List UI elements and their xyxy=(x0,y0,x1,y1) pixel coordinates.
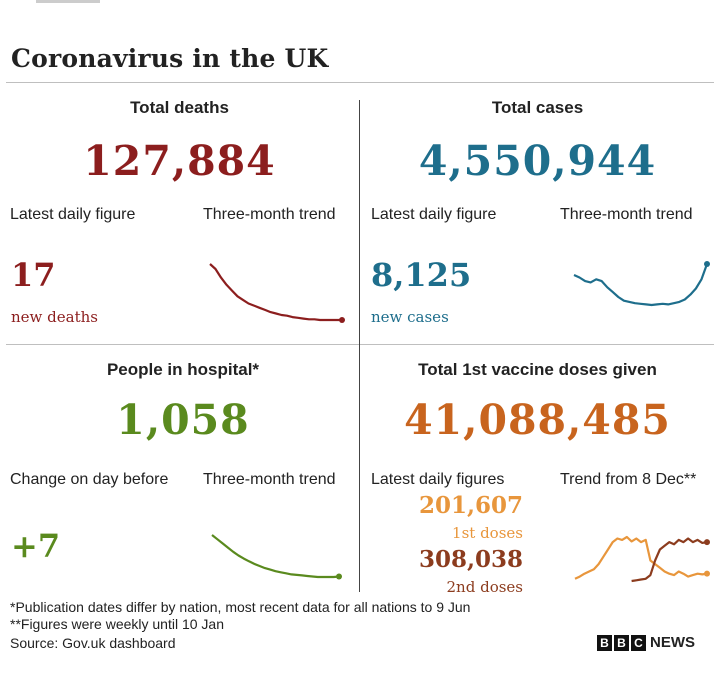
hospital-trend-line xyxy=(211,534,340,579)
deaths-total: 127,884 xyxy=(83,137,276,185)
row-divider xyxy=(6,344,714,345)
cases-trend-chart xyxy=(573,261,710,307)
hospital-trend-chart xyxy=(211,534,342,580)
hospital-change-value: +7 xyxy=(11,527,61,565)
vaccine-trend-chart xyxy=(574,535,710,583)
bbc-news-logo: B B C NEWS xyxy=(597,634,695,652)
vaccine-second-caption: 2nd doses xyxy=(446,578,523,596)
vaccine-right-label: Trend from 8 Dec** xyxy=(560,471,697,488)
deaths-trend-chart xyxy=(209,263,345,323)
vaccine-left-label: Latest daily figures xyxy=(371,471,505,488)
page-title: Coronavirus in the UK xyxy=(11,44,329,73)
vaccine-trend-line xyxy=(574,535,708,580)
top-accent-bar xyxy=(36,0,100,3)
bbc-logo-letter: B xyxy=(614,635,629,651)
hospital-trend-end-dot xyxy=(336,573,342,580)
cases-daily-caption: new cases xyxy=(371,308,449,326)
deaths-trend-end-dot xyxy=(339,317,345,323)
cases-left-label: Latest daily figure xyxy=(371,206,497,223)
vaccine-second-value: 308,038 xyxy=(418,546,523,573)
cases-daily-value: 8,125 xyxy=(371,256,472,294)
column-divider xyxy=(359,100,360,592)
cases-trend-end-dot xyxy=(704,261,710,267)
source-note: Source: Gov.uk dashboard xyxy=(10,635,176,651)
bbc-logo-letter: B xyxy=(597,635,612,651)
deaths-right-label: Three-month trend xyxy=(203,206,336,223)
vaccine-panel-title: Total 1st vaccine doses given xyxy=(418,360,657,379)
vaccine-trend-line-1 xyxy=(631,537,708,583)
cases-trend-line xyxy=(573,263,709,307)
hospital-right-label: Three-month trend xyxy=(203,471,336,488)
bbc-logo-news: NEWS xyxy=(650,634,695,651)
deaths-panel-title: Total deaths xyxy=(130,98,229,117)
cases-panel-title: Total cases xyxy=(491,98,584,117)
vaccine-trend-end-dot-1 xyxy=(704,539,710,546)
title-divider xyxy=(6,82,714,83)
deaths-daily-value: 17 xyxy=(11,256,56,294)
vaccine-trend-end-dot xyxy=(704,570,710,577)
cases-right-label: Three-month trend xyxy=(560,206,693,223)
bbc-logo-letter: C xyxy=(631,635,646,651)
vaccine-total: 41,088,485 xyxy=(404,396,671,444)
cases-total: 4,550,944 xyxy=(418,137,657,185)
vaccine-first-caption: 1st doses xyxy=(452,524,523,542)
hospital-panel-title: People in hospital* xyxy=(106,360,260,379)
vaccine-first-value: 201,607 xyxy=(418,492,523,519)
deaths-daily-caption: new deaths xyxy=(11,308,98,326)
deaths-left-label: Latest daily figure xyxy=(10,206,136,223)
footnote-publication: *Publication dates differ by nation, mos… xyxy=(10,599,471,615)
hospital-left-label: Change on day before xyxy=(10,471,169,488)
hospital-total: 1,058 xyxy=(116,396,250,444)
deaths-trend-line xyxy=(209,263,342,322)
footnote-weekly: **Figures were weekly until 10 Jan xyxy=(10,616,224,632)
